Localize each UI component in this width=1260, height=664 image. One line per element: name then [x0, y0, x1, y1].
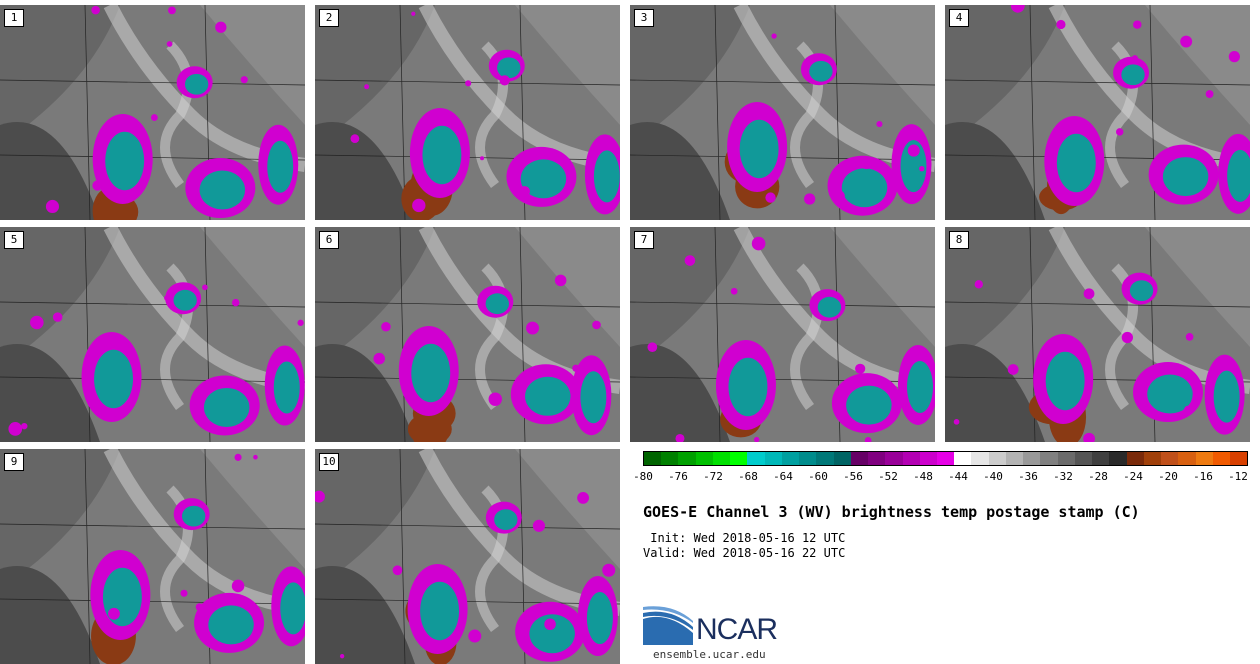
member-label: 10 [319, 453, 339, 471]
colorbar-segment [885, 452, 903, 465]
logo-wordmark: NCAR [696, 613, 778, 646]
colorbar-segment [1195, 452, 1213, 465]
member-label: 9 [4, 453, 24, 471]
colorbar-segment [971, 452, 989, 465]
colorbar-tick-label: -80 [633, 470, 653, 483]
valid-time: Valid: Wed 2018-05-16 22 UTC [643, 546, 846, 560]
colorbar-tick-label: -24 [1123, 470, 1143, 483]
wv-map-3 [630, 5, 935, 220]
wv-map-4 [945, 5, 1250, 220]
wv-map-8 [945, 227, 1250, 442]
wv-map-7 [630, 227, 935, 442]
colorbar-segment [936, 452, 955, 465]
colorbar-tick-label: -20 [1158, 470, 1178, 483]
colorbar-tick-label: -76 [668, 470, 688, 483]
colorbar-segment [850, 452, 869, 465]
wv-map-2 [315, 5, 620, 220]
colorbar-segment [730, 452, 748, 465]
colorbar-segment [988, 452, 1006, 465]
ncar-logo-icon [643, 606, 693, 645]
colorbar-tick-label: -16 [1193, 470, 1213, 483]
colorbar-segment [799, 452, 817, 465]
colorbar-segment [1109, 452, 1127, 465]
wv-map-1 [0, 5, 305, 220]
colorbar-segment [695, 452, 713, 465]
member-label: 3 [634, 9, 654, 27]
colorbar-segment [1126, 452, 1144, 465]
colorbar-tick-label: -44 [948, 470, 968, 483]
colorbar-segment [1023, 452, 1041, 465]
wv-map-5 [0, 227, 305, 442]
colorbar-tick-label: -12 [1228, 470, 1248, 483]
colorbar-segment [816, 452, 834, 465]
colorbar [643, 451, 1248, 466]
colorbar-segment [644, 452, 662, 465]
colorbar-tick-label: -52 [878, 470, 898, 483]
member-label: 8 [949, 231, 969, 249]
colorbar-segment [661, 452, 679, 465]
init-time: Init: Wed 2018-05-16 12 UTC [643, 531, 846, 545]
colorbar-segment [1178, 452, 1196, 465]
colorbar-tick-label: -60 [808, 470, 828, 483]
colorbar-segment [1229, 452, 1248, 465]
colorbar-segment [764, 452, 782, 465]
member-label: 6 [319, 231, 339, 249]
colorbar-segment [1092, 452, 1110, 465]
ensemble-member-panel-4: 4 [945, 5, 1250, 220]
colorbar-tick-label: -36 [1018, 470, 1038, 483]
site-url: ensemble.ucar.edu [653, 648, 766, 661]
colorbar-segment [902, 452, 920, 465]
colorbar-segment [781, 452, 800, 465]
colorbar-tick-labels: -80 -76 -72 -68 -64 -60 -56 -52 -48 -44 -40 -36 -32 -… [633, 470, 1248, 484]
wv-map-10 [315, 449, 620, 664]
colorbar-tick-label: -28 [1088, 470, 1108, 483]
colorbar-segment [919, 452, 937, 465]
ensemble-member-panel-2: 2 [315, 5, 620, 220]
colorbar-segment [1005, 452, 1024, 465]
colorbar-segment [954, 452, 972, 465]
member-label: 5 [4, 231, 24, 249]
member-label: 1 [4, 9, 24, 27]
colorbar-segment [712, 452, 731, 465]
colorbar-tick-label: -56 [843, 470, 863, 483]
wv-map-9 [0, 449, 305, 664]
colorbar-tick-label: -48 [913, 470, 933, 483]
colorbar-tick-label: -72 [703, 470, 723, 483]
ensemble-member-panel-10: 10 [315, 449, 620, 664]
member-label: 4 [949, 9, 969, 27]
colorbar-segment [1040, 452, 1058, 465]
colorbar-segment [1161, 452, 1179, 465]
colorbar-tick-label: -64 [773, 470, 793, 483]
member-label: 7 [634, 231, 654, 249]
colorbar-segment [833, 452, 851, 465]
colorbar-segment [1074, 452, 1093, 465]
ensemble-member-panel-6: 6 [315, 227, 620, 442]
colorbar-segment [747, 452, 765, 465]
ensemble-member-panel-3: 3 [630, 5, 935, 220]
ensemble-member-panel-5: 5 [0, 227, 305, 442]
colorbar-tick-label: -32 [1053, 470, 1073, 483]
member-label: 2 [319, 9, 339, 27]
colorbar-segment [1143, 452, 1162, 465]
ensemble-member-panel-7: 7 [630, 227, 935, 442]
colorbar-tick-label: -40 [983, 470, 1003, 483]
colorbar-segment [1057, 452, 1075, 465]
colorbar-tick-label: -68 [738, 470, 758, 483]
wv-map-6 [315, 227, 620, 442]
colorbar-segment [1212, 452, 1230, 465]
ensemble-member-panel-1: 1 [0, 5, 305, 220]
colorbar-segment [868, 452, 886, 465]
colorbar-segment [678, 452, 696, 465]
ensemble-member-panel-8: 8 [945, 227, 1250, 442]
run-info: Init: Wed 2018-05-16 12 UTC Valid: Wed 20… [643, 531, 845, 561]
ensemble-member-panel-9: 9 [0, 449, 305, 664]
page-title: GOES-E Channel 3 (WV) brightness temp po… [643, 503, 1140, 521]
